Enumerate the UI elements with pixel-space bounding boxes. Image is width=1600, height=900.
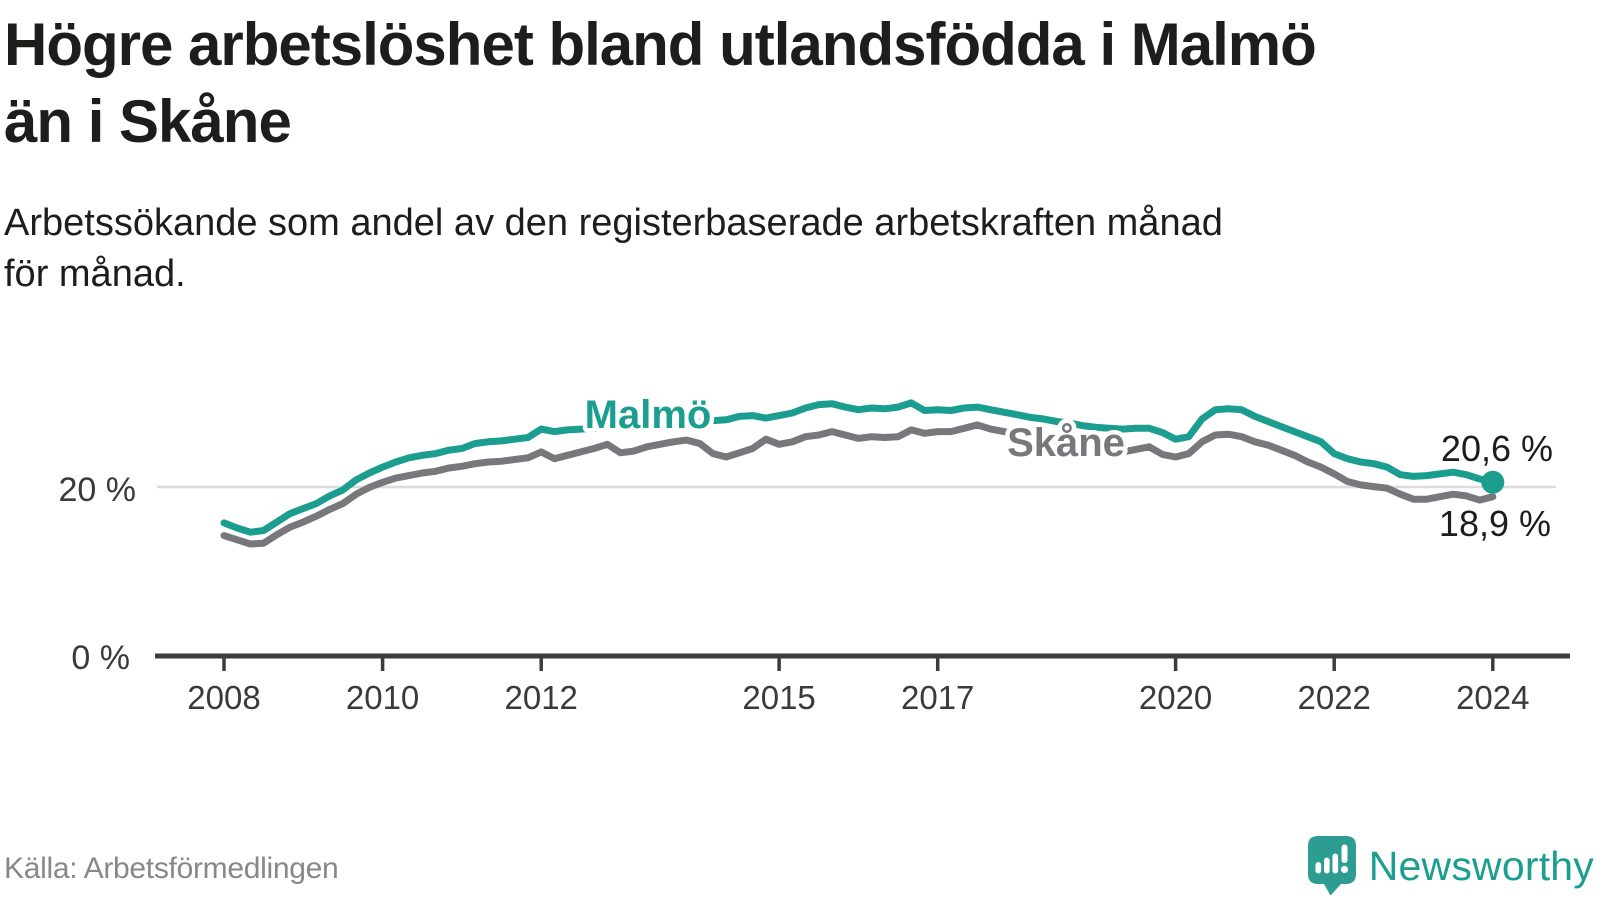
- x-tick-label: 2015: [742, 679, 815, 716]
- source-note: Källa: Arbetsförmedlingen: [4, 852, 339, 885]
- newsworthy-speech-bubble-bar-chart-icon: [1307, 836, 1356, 896]
- malmo-end-value-label: 20,6 %: [1441, 428, 1553, 469]
- x-tick-label: 2022: [1297, 679, 1370, 716]
- skane-end-value-label: 18,9 %: [1439, 503, 1551, 544]
- x-tick-label: 2020: [1139, 679, 1212, 716]
- malmo-end-dot: [1481, 470, 1505, 494]
- skane-line: [220, 421, 1497, 548]
- y-axis-label-0: 0 %: [71, 639, 130, 677]
- title-line-2: än i Skåne: [4, 88, 292, 155]
- subtitle-line-1: Arbetssökande som andel av den registerb…: [4, 202, 1223, 244]
- page-title: Högre arbetslöshet bland utlandsfödda i …: [4, 6, 1317, 160]
- chart-subtitle: Arbetssökande som andel av den registerb…: [4, 198, 1223, 300]
- malmo-series-label: Malmö: [585, 393, 712, 437]
- brand-name: Newsworthy: [1368, 842, 1594, 889]
- subtitle-line-2: för månad.: [4, 253, 186, 295]
- skane-series-label: Skåne: [1007, 421, 1125, 465]
- x-axis-ticks: 2008 2010 2012 2015 2017 2020 2022 2024: [187, 657, 1530, 716]
- y-axis-label-20: 20 %: [59, 471, 137, 509]
- x-tick-label: 2012: [504, 679, 577, 716]
- x-tick-label: 2008: [187, 679, 260, 716]
- x-tick-label: 2024: [1456, 679, 1529, 716]
- malmo-line: [220, 399, 1497, 536]
- x-tick-label: 2017: [901, 679, 974, 716]
- line-chart: 20 % 0 % 2008 2010 2012 2015 2017 2020 2022 202…: [58, 393, 1570, 716]
- x-tick-label: 2010: [346, 679, 419, 716]
- title-line-1: Högre arbetslöshet bland utlandsfödda i …: [4, 11, 1317, 78]
- newsworthy-logo: Newsworthy: [1307, 836, 1594, 896]
